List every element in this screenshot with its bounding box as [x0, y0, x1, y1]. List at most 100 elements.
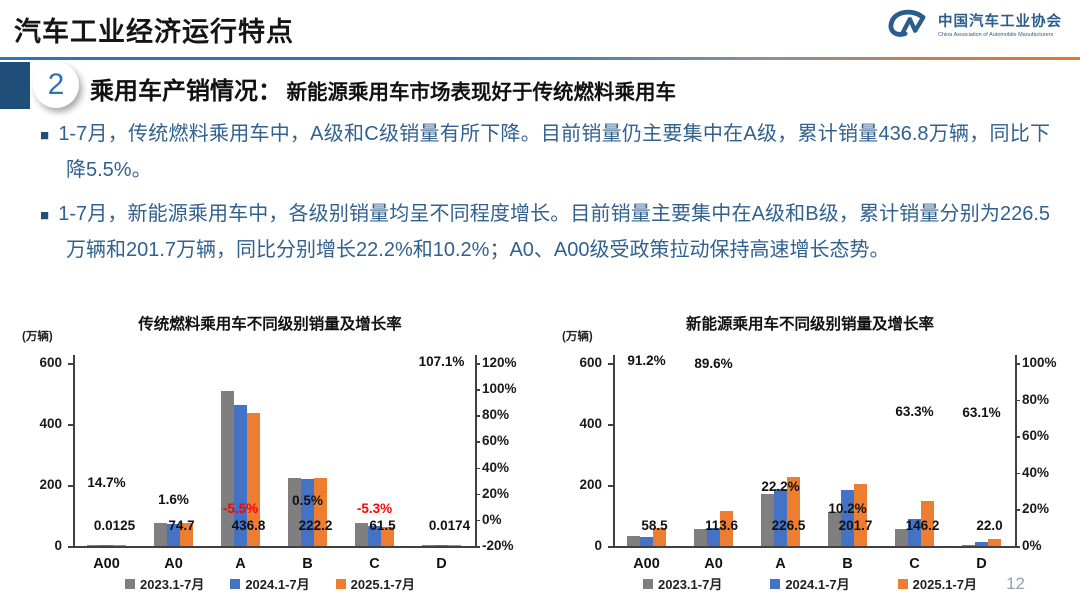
value-label-C: 146.2	[905, 518, 940, 533]
bullet-traditional-fuel: ■ 1-7月，传统燃料乘用车中，A级和C级销量有所下降。目前销量仍主要集中在A级，…	[40, 117, 1050, 187]
bar-D-2025.1-7月	[448, 544, 461, 546]
y-right-tick-mark	[475, 467, 480, 470]
page-title: 汽车工业经济运行特点	[14, 17, 294, 47]
bar-A0-2025.1-7月	[720, 511, 733, 546]
bar-C-2025.1-7月	[921, 501, 934, 546]
bar-A00-2025.1-7月	[653, 528, 666, 546]
category-label-A00: A00	[633, 556, 660, 572]
legend-swatch	[897, 578, 908, 589]
axis-unit-label: (万辆)	[562, 331, 593, 343]
right-axis-line	[1015, 355, 1017, 546]
category-label-C: C	[369, 556, 380, 572]
y-right-tick-mark	[475, 546, 480, 548]
y-right-tick-mark	[1015, 363, 1020, 365]
bar-A00-2024.1-7月	[100, 544, 113, 546]
bar-A00-2025.1-7月	[113, 544, 126, 546]
bar-A-2024.1-7月	[774, 489, 787, 546]
bar-A-2025.1-7月	[247, 412, 260, 546]
y-left-tick-label: 600	[39, 355, 62, 370]
legend-swatch	[335, 578, 346, 589]
y-right-tick-mark	[1015, 546, 1020, 548]
y-left-tick-label: 600	[579, 355, 602, 370]
y-right-tick-mark	[1015, 399, 1020, 402]
category-label-A0: A0	[704, 556, 723, 572]
bar-A0-2024.1-7月	[707, 527, 720, 546]
y-right-tick-label: 100%	[482, 381, 517, 397]
bar-A0-2025.1-7月	[180, 523, 193, 546]
axis-unit-label: (万辆)	[22, 331, 53, 343]
y-right-tick-mark	[1015, 436, 1020, 438]
y-right-tick-label: 120%	[482, 355, 517, 370]
bar-A00-2023.1-7月	[87, 544, 100, 546]
y-right-tick-label: 80%	[482, 407, 510, 423]
category-label-A: A	[775, 556, 786, 572]
y-right-tick-label: 20%	[482, 485, 510, 501]
category-label-A0: A0	[164, 556, 183, 572]
category-label-B: B	[302, 556, 313, 572]
bar-A-2024.1-7月	[234, 405, 247, 546]
y-right-tick-label: 40%	[1022, 464, 1050, 480]
y-left-tick-mark	[68, 485, 73, 487]
y-right-tick-mark	[475, 389, 480, 391]
section-subtitle: 新能源乘用车市场表现好于传统燃料乘用车	[286, 81, 676, 104]
bar-B-2023.1-7月	[288, 477, 301, 546]
legend-label: 2024.1-7月	[785, 577, 850, 592]
value-label-A: 226.5	[771, 518, 806, 533]
bullet-text: 1-7月，新能源乘用车中，各级别销量均呈不同程度增长。目前销量主要集中在A级和B…	[58, 203, 1051, 261]
bar-D-2024.1-7月	[435, 544, 448, 546]
category-label-D: D	[436, 556, 447, 572]
bar-A0-2023.1-7月	[154, 522, 167, 546]
growth-label-D: 63.1%	[962, 404, 1001, 420]
category-label-C: C	[909, 556, 920, 572]
y-right-tick-mark	[475, 441, 480, 443]
section-title: 乘用车产销情况：	[90, 78, 282, 105]
bar-A0-2023.1-7月	[694, 528, 707, 546]
value-label-B: 222.2	[298, 518, 333, 533]
y-left-tick-label: 0	[594, 538, 602, 553]
bullet-text: 1-7月，传统燃料乘用车中，A级和C级销量有所下降。目前销量仍主要集中在A级，累…	[58, 123, 1051, 181]
y-right-tick-label: 80%	[1022, 391, 1050, 407]
growth-label-A0: 89.6%	[694, 356, 733, 372]
y-right-tick-label: 20%	[1022, 501, 1050, 517]
legend-label: 2023.1-7月	[140, 577, 205, 592]
bar-A-2023.1-7月	[221, 391, 234, 546]
growth-label-D: 107.1%	[418, 353, 465, 369]
page-number: 12	[1006, 574, 1025, 593]
caam-logo-icon	[888, 9, 926, 37]
section-number: 2	[47, 68, 65, 101]
bar-C-2023.1-7月	[895, 528, 908, 546]
growth-label-C: -5.3%	[356, 500, 393, 516]
bar-B-2025.1-7月	[314, 478, 327, 546]
y-left-tick-mark	[608, 424, 613, 426]
category-label-A: A	[235, 556, 246, 572]
value-label-A: 436.8	[231, 518, 266, 533]
bullet-square-icon: ■	[40, 207, 50, 224]
y-right-tick-label: 60%	[1022, 428, 1050, 444]
section-heading: 乘用车产销情况： 新能源乘用车市场表现好于传统燃料乘用车	[90, 71, 676, 106]
y-right-tick-label: 40%	[482, 459, 510, 475]
y-right-tick-label: 60%	[482, 433, 510, 449]
right-axis-line	[475, 355, 477, 546]
y-right-tick-mark	[475, 415, 480, 417]
y-right-tick-mark	[475, 519, 480, 522]
legend-swatch	[643, 578, 653, 589]
chart-legend: 2023.1-7月 2024.1-7月 2025.1-7月	[10, 574, 530, 593]
logo-name-en: China Association of Automobile Manufact…	[938, 32, 1054, 38]
bar-B-2024.1-7月	[841, 490, 854, 546]
y-left-tick-mark	[608, 363, 613, 365]
bar-B-2025.1-7月	[854, 484, 867, 546]
bullet-square-icon: ■	[40, 127, 50, 144]
section-accent-bar	[0, 62, 30, 109]
bar-A00-2024.1-7月	[640, 536, 653, 546]
y-left-tick-mark	[608, 546, 613, 548]
value-label-A00: 58.5	[641, 518, 668, 533]
bar-C-2024.1-7月	[908, 518, 921, 546]
y-left-tick-mark	[68, 546, 73, 548]
logo-name-cn: 中国汽车工业协会	[938, 14, 1062, 30]
bar-C-2024.1-7月	[368, 526, 381, 546]
category-label-B: B	[842, 556, 853, 572]
growth-label-A: 22.2%	[761, 479, 800, 495]
bar-C-2025.1-7月	[381, 527, 394, 546]
y-left-tick-label: 0	[54, 538, 62, 553]
